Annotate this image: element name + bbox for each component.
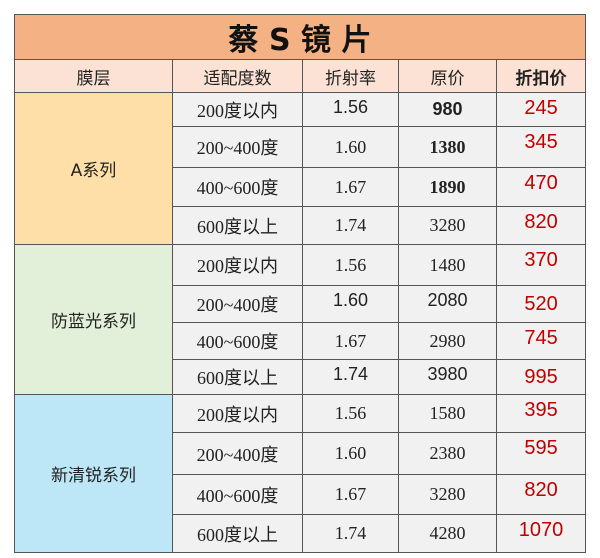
discount-cell: 820 bbox=[495, 474, 587, 515]
range-cell: 400~600度 bbox=[172, 474, 303, 515]
discount-cell: 245 bbox=[495, 92, 587, 127]
index-cell: 1.56 bbox=[302, 92, 399, 127]
discount-cell: 745 bbox=[495, 322, 587, 360]
index-cell: 1.56 bbox=[302, 394, 399, 433]
table-row: 200~400度 1.60 2080 520 bbox=[15, 285, 587, 323]
price-cell: 2980 bbox=[398, 322, 497, 360]
range-cell: 200度以内 bbox=[172, 92, 303, 127]
price-cell: 1380 bbox=[398, 126, 497, 168]
header-coating: 膜层 bbox=[14, 59, 173, 93]
table-row: 200~400度 1.60 2380 595 bbox=[15, 432, 587, 475]
table-title: 蔡 S 镜 片 bbox=[13, 14, 587, 60]
table-row: 400~600度 1.67 3280 820 bbox=[15, 474, 587, 515]
discount-cell: 520 bbox=[495, 285, 587, 323]
range-cell: 400~600度 bbox=[172, 167, 303, 207]
index-cell: 1.67 bbox=[302, 322, 399, 360]
discount-cell: 595 bbox=[495, 432, 587, 475]
range-cell: 600度以上 bbox=[172, 514, 303, 553]
range-cell: 200~400度 bbox=[172, 432, 303, 475]
price-cell: 1480 bbox=[398, 244, 497, 286]
discount-cell: 370 bbox=[495, 244, 587, 286]
range-cell: 600度以上 bbox=[172, 206, 303, 245]
price-cell: 2380 bbox=[398, 432, 497, 475]
index-cell: 1.74 bbox=[302, 206, 399, 245]
header-discount: 折扣价 bbox=[495, 59, 587, 93]
discount-cell: 995 bbox=[495, 359, 587, 395]
index-cell: 1.74 bbox=[302, 359, 399, 395]
price-cell: 1580 bbox=[398, 394, 497, 433]
index-cell: 1.60 bbox=[302, 126, 399, 168]
price-cell: 980 bbox=[398, 92, 497, 127]
price-cell: 3280 bbox=[398, 206, 497, 245]
range-cell: 400~600度 bbox=[172, 322, 303, 360]
table-row: 新清锐系列 200度以内 1.56 1580 395 bbox=[14, 394, 587, 553]
discount-cell: 1070 bbox=[495, 514, 587, 553]
discount-cell: 820 bbox=[495, 206, 587, 245]
price-cell: 4280 bbox=[398, 514, 497, 553]
table-row: A系列 200度以内 1.56 980 245 bbox=[14, 92, 587, 245]
price-cell: 1890 bbox=[398, 167, 497, 207]
range-cell: 600度以上 bbox=[172, 359, 303, 395]
table-row: 600度以上 1.74 4280 1070 bbox=[15, 514, 587, 553]
price-cell: 3280 bbox=[398, 474, 497, 515]
index-cell: 1.67 bbox=[302, 474, 399, 515]
index-cell: 1.74 bbox=[302, 514, 399, 553]
series-name: 防蓝光系列 bbox=[14, 244, 173, 395]
table-row: 200~400度 1.60 1380 345 bbox=[15, 126, 587, 168]
price-table: 蔡 S 镜 片 膜层 适配度数 折射率 原价 折扣价 A系列 200度以内 1.56… bbox=[13, 14, 587, 553]
price-cell: 3980 bbox=[398, 359, 497, 395]
header-row: 膜层 适配度数 折射率 原价 折扣价 bbox=[14, 59, 587, 93]
table-row: 600度以上 1.74 3980 995 bbox=[15, 359, 587, 395]
discount-cell: 470 bbox=[495, 167, 587, 207]
range-cell: 200~400度 bbox=[172, 126, 303, 168]
index-cell: 1.60 bbox=[302, 285, 399, 323]
header-index: 折射率 bbox=[302, 59, 399, 93]
range-cell: 200度以内 bbox=[172, 394, 303, 433]
header-price: 原价 bbox=[398, 59, 497, 93]
table-row: 防蓝光系列 200度以内 1.56 1480 370 bbox=[14, 244, 587, 395]
index-cell: 1.60 bbox=[302, 432, 399, 475]
range-cell: 200度以内 bbox=[172, 244, 303, 286]
series-name: 新清锐系列 bbox=[14, 394, 173, 553]
discount-cell: 345 bbox=[495, 126, 587, 168]
discount-cell: 395 bbox=[495, 394, 587, 433]
series-name: A系列 bbox=[14, 92, 173, 245]
range-cell: 200~400度 bbox=[172, 285, 303, 323]
index-cell: 1.67 bbox=[302, 167, 399, 207]
price-cell: 2080 bbox=[398, 285, 497, 323]
header-range: 适配度数 bbox=[172, 59, 303, 93]
table-row: 400~600度 1.67 1890 470 bbox=[15, 167, 587, 207]
index-cell: 1.56 bbox=[302, 244, 399, 286]
table-row: 600度以上 1.74 3280 820 bbox=[15, 206, 587, 245]
